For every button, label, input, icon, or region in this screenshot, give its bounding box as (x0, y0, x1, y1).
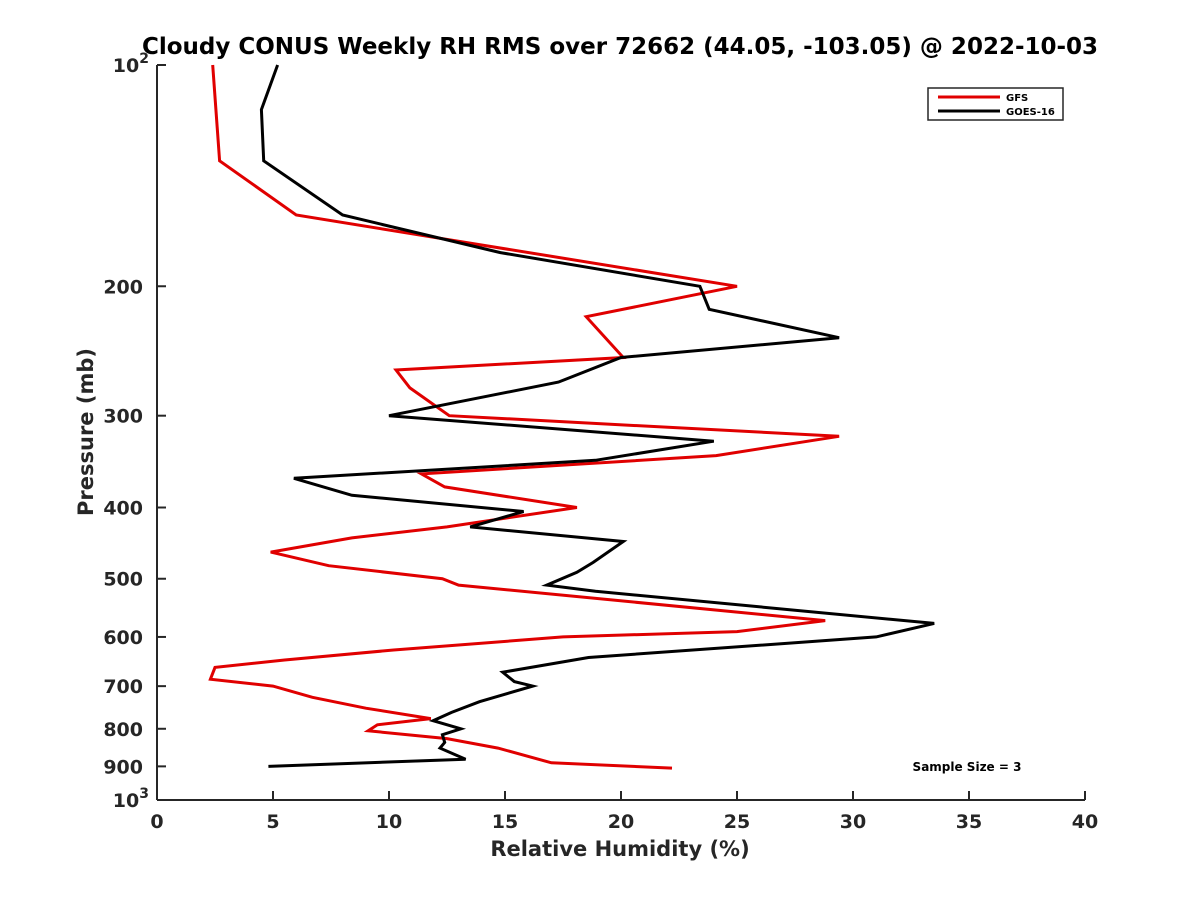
legend-label: GOES-16 (1006, 107, 1055, 118)
y-tick-label: 300 (103, 406, 143, 428)
x-tick-label: 10 (376, 811, 402, 833)
y-tick-label: 102 (113, 51, 149, 77)
x-tick-label: 15 (492, 811, 518, 833)
series-line-gfs (208, 64, 840, 770)
legend-label: GFS (1006, 93, 1028, 104)
y-tick-label: 900 (103, 756, 143, 778)
x-tick-label: 35 (956, 811, 982, 833)
chart-title: Cloudy CONUS Weekly RH RMS over 72662 (4… (142, 34, 1098, 60)
y-axis-label: Pressure (mb) (74, 348, 98, 516)
plot-series-group (208, 64, 935, 770)
x-tick-label: 5 (266, 811, 279, 833)
x-tick-label: 20 (608, 811, 634, 833)
x-tick-label: 30 (840, 811, 866, 833)
legend-box (927, 87, 1064, 121)
y-tick-label: 500 (103, 569, 143, 591)
series-line-goes-16 (259, 64, 935, 768)
sample-size-annotation: Sample Size = 3 (913, 760, 1022, 774)
y-tick-label: 200 (103, 276, 143, 298)
y-tick-label: 700 (103, 676, 143, 698)
legend: GFS GOES-16 (927, 87, 1064, 121)
axes-group: 0 5 10 15 20 25 30 35 40 102 200 300 400 500 600 700 800… (103, 51, 1098, 833)
y-tick-label: 800 (103, 719, 143, 741)
x-tick-label: 40 (1072, 811, 1098, 833)
y-tick-label: 600 (103, 627, 143, 649)
y-tick-label: 400 (103, 498, 143, 520)
y-tick-label: 103 (113, 786, 149, 812)
x-tick-label: 25 (724, 811, 750, 833)
x-tick-label: 0 (150, 811, 163, 833)
x-axis-label: Relative Humidity (%) (490, 837, 749, 861)
